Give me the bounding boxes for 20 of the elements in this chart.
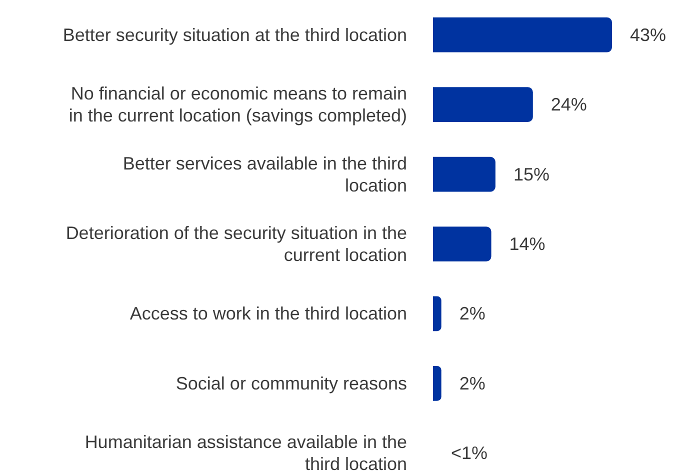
data-label: 2% [459, 373, 486, 394]
data-label: 15% [513, 164, 550, 184]
bar [433, 156, 496, 192]
data-label: 14% [509, 234, 546, 254]
y-tick-label: Better security situation at the third location [62, 24, 407, 45]
bar [433, 366, 442, 401]
bar [433, 296, 442, 332]
data-label: <1% [451, 443, 488, 464]
data-label: 2% [459, 304, 486, 324]
y-tick-label: Deterioration of the security situation in the current location [66, 223, 407, 265]
y-tick-label: Access to work in the third location [130, 304, 407, 324]
y-tick-label: Humanitarian assistance available in the third location [84, 432, 407, 474]
y-tick-label: Better services available in the third location [122, 153, 407, 196]
bar [433, 87, 533, 122]
bar [433, 17, 612, 52]
bar [433, 226, 492, 262]
y-tick-label: No financial or economic means to remain in the current location (savings completed) [68, 84, 407, 126]
y-tick-label: Social or community reasons [176, 373, 407, 394]
data-label: 43% [630, 24, 666, 45]
data-label: 24% [550, 94, 587, 115]
